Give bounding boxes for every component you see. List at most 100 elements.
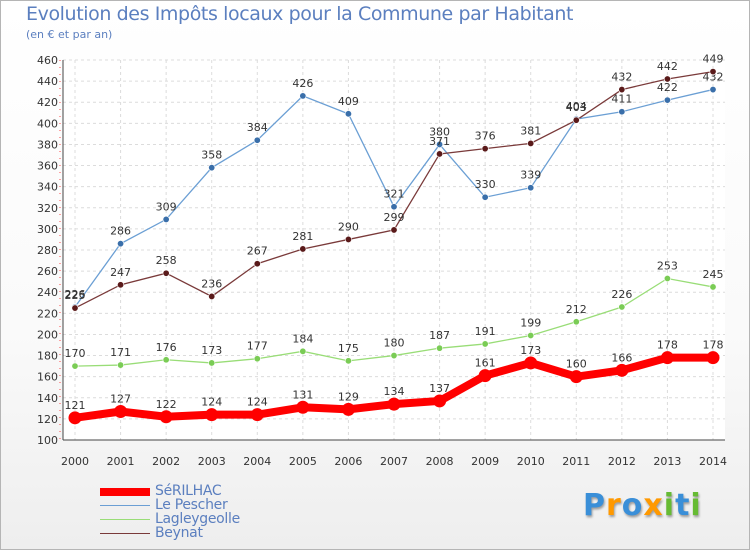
data-label: 176: [156, 341, 177, 354]
data-point: [481, 340, 489, 348]
data-point: [524, 356, 538, 370]
y-tick-label: 460: [37, 54, 58, 67]
data-label: 358: [201, 149, 222, 162]
logo-letter: r: [606, 488, 622, 523]
data-point: [618, 86, 626, 94]
logo-letter: o: [621, 488, 644, 523]
data-point: [344, 235, 352, 243]
data-label: 161: [475, 357, 496, 370]
data-label: 381: [520, 124, 541, 137]
data-label: 247: [110, 266, 131, 279]
data-label: 178: [703, 339, 724, 352]
data-label: 299: [384, 211, 405, 224]
data-point: [205, 408, 219, 422]
data-point: [208, 164, 216, 172]
x-tick-label: 2001: [107, 455, 135, 468]
legend-label: Le Pescher: [155, 497, 228, 513]
data-label: 124: [201, 396, 222, 409]
data-label: 177: [247, 340, 268, 353]
legend-label: Lagleygeolle: [155, 511, 240, 527]
data-label: 321: [384, 188, 405, 201]
data-label: 212: [566, 303, 587, 316]
logo-letter: x: [643, 488, 664, 523]
logo-letter: i: [663, 488, 676, 523]
data-label: 124: [247, 396, 268, 409]
data-point: [660, 351, 674, 365]
data-point: [709, 283, 717, 291]
data-point: [71, 304, 79, 312]
data-label: 131: [292, 388, 313, 401]
y-tick-label: 400: [37, 117, 58, 130]
data-label: 245: [703, 268, 724, 281]
y-tick-label: 160: [37, 371, 58, 384]
logo-letter: t: [675, 488, 691, 523]
data-label: 225: [65, 289, 86, 302]
data-point: [481, 193, 489, 201]
chart-subtitle: (en € et par an): [26, 28, 113, 41]
x-tick-label: 2004: [243, 455, 271, 468]
x-tick-label: 2010: [517, 455, 545, 468]
data-label: 178: [657, 339, 678, 352]
data-point: [253, 355, 261, 363]
data-label: 258: [156, 254, 177, 267]
data-label: 376: [475, 130, 496, 143]
data-label: 166: [611, 351, 632, 364]
x-tick-label: 2005: [289, 455, 317, 468]
legend-swatch: [100, 505, 150, 506]
data-label: 253: [657, 260, 678, 273]
y-tick-label: 240: [37, 286, 58, 299]
y-tick-label: 360: [37, 160, 58, 173]
data-point: [208, 359, 216, 367]
data-point: [159, 410, 173, 424]
x-tick-label: 2009: [471, 455, 499, 468]
data-point: [436, 140, 444, 148]
data-point: [618, 303, 626, 311]
data-point: [117, 281, 125, 289]
x-tick-label: 2007: [380, 455, 408, 468]
data-point: [299, 347, 307, 355]
data-point: [344, 357, 352, 365]
y-tick-label: 140: [37, 392, 58, 405]
data-label: 380: [429, 125, 450, 138]
legend-label: Beynat: [155, 525, 203, 541]
data-label: 121: [65, 399, 86, 412]
data-point: [253, 136, 261, 144]
data-label: 267: [247, 245, 268, 258]
y-tick-label: 420: [37, 96, 58, 109]
data-point: [114, 405, 128, 418]
logo-letter: P: [583, 488, 606, 523]
data-label: 129: [338, 390, 359, 403]
data-label: 432: [703, 71, 724, 84]
data-label: 199: [520, 317, 541, 330]
x-tick-label: 2008: [426, 455, 454, 468]
data-point: [663, 75, 671, 83]
data-label: 122: [156, 398, 177, 411]
data-point: [709, 68, 717, 76]
data-point: [390, 352, 398, 360]
data-point: [618, 108, 626, 116]
data-label: 409: [338, 95, 359, 108]
y-tick-label: 260: [37, 265, 58, 278]
data-point: [162, 356, 170, 364]
x-tick-label: 2011: [562, 455, 590, 468]
data-label: 442: [657, 60, 678, 73]
data-label: 411: [611, 93, 632, 106]
data-point: [387, 397, 401, 411]
data-point: [569, 370, 583, 384]
data-point: [478, 369, 492, 383]
data-label: 309: [156, 200, 177, 213]
legend-swatch: [100, 519, 150, 520]
data-label: 339: [520, 169, 541, 182]
data-point: [250, 408, 264, 422]
y-tick-label: 120: [37, 413, 58, 426]
data-point: [615, 363, 629, 377]
y-tick-label: 320: [37, 202, 58, 215]
data-point: [663, 274, 671, 282]
data-point: [390, 226, 398, 234]
x-tick-label: 2014: [699, 455, 727, 468]
data-point: [71, 362, 79, 370]
data-label: 449: [703, 53, 724, 66]
data-point: [208, 292, 216, 300]
data-point: [663, 96, 671, 104]
data-point: [390, 203, 398, 211]
